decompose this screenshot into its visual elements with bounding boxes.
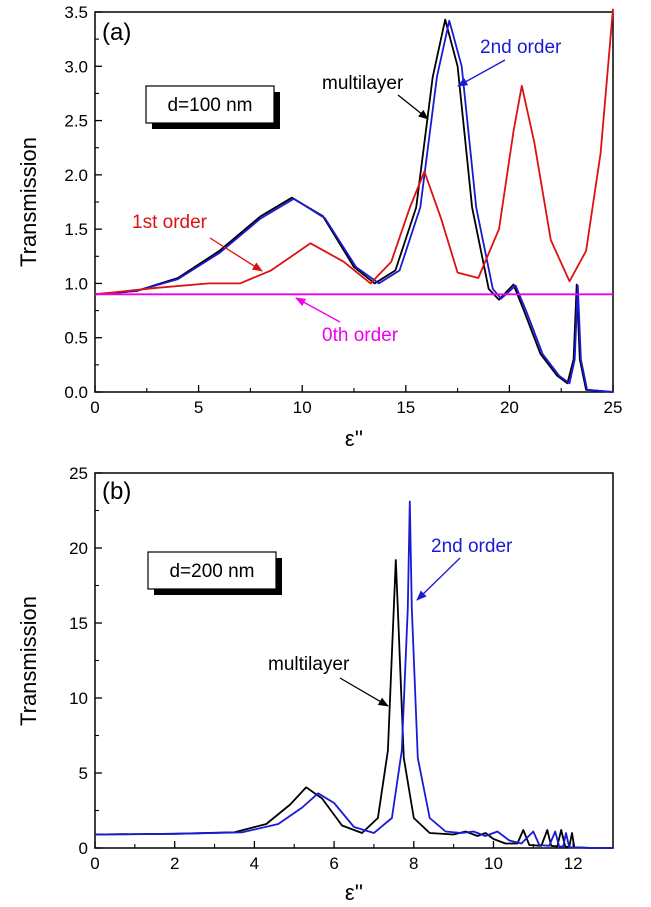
x-tick-label-a: 5 [194, 398, 203, 417]
x-tick-label-b: 0 [90, 854, 99, 873]
series-line-1st-order-a [94, 8, 614, 296]
x-tick-label-b: 12 [564, 854, 583, 873]
x-tick-label-b: 8 [409, 854, 418, 873]
y-tick-label-a: 3.5 [64, 3, 88, 22]
x-tick-label-b: 2 [170, 854, 179, 873]
y-tick-label-b: 15 [69, 614, 88, 633]
y-tick-label-a: 2.0 [64, 166, 88, 185]
box-label-frame-a [145, 85, 275, 124]
y-tick-label-a: 1.0 [64, 274, 88, 293]
annotation-2nd-order-b: 2nd order [431, 536, 513, 557]
series-line-multilayer-a [94, 18, 614, 393]
arrow-0th-order-a [295, 297, 341, 323]
box-label-a: d=100 nm [167, 95, 252, 116]
annotation-multilayer-b: multilayer [268, 654, 350, 675]
panel-a: 0 5 10 15 20 25 0.0 0.5 1.0 1.5 2.0 2.5 3.0 3.5 (a) T… [16, 3, 622, 451]
box-label-b: d=200 nm [169, 561, 254, 582]
box-label-frame-b [147, 551, 277, 590]
series-lines-b [94, 500, 613, 849]
y-axis-label-b: Transmission [16, 596, 41, 726]
y-tick-label-a: 3.0 [64, 57, 88, 76]
series-line-2nd-order-a [94, 19, 614, 393]
x-axis-label-a: ε'' [345, 426, 363, 451]
y-tick-label-b: 0 [79, 839, 88, 858]
y-tick-label-a: 1.5 [64, 220, 88, 239]
y-tick-label-a: 2.5 [64, 112, 88, 131]
y-tick-label-b: 25 [69, 464, 88, 483]
series-lines-a [94, 8, 614, 393]
y-tick-label-a: 0.5 [64, 329, 88, 348]
x-tick-label-a: 10 [293, 398, 312, 417]
axis-ticks-b: 0 2 4 6 8 10 12 0 5 10 15 20 25 [69, 464, 583, 873]
x-axis-label-b: ε'' [345, 880, 363, 905]
x-tick-label-b: 10 [484, 854, 503, 873]
axis-ticks-a: 0 5 10 15 20 25 0.0 0.5 1.0 1.5 2.0 2.5 3.0 3.5 [64, 3, 622, 417]
arrow-2nd-order-b [416, 557, 461, 601]
y-tick-label-b: 10 [69, 689, 88, 708]
x-tick-label-a: 0 [90, 398, 99, 417]
series-line-multilayer-b [94, 559, 613, 849]
annotation-2nd-order-a: 2nd order [480, 37, 562, 58]
y-axis-label-a: Transmission [16, 137, 41, 267]
y-tick-label-b: 5 [79, 764, 88, 783]
x-tick-label-b: 4 [250, 854, 259, 873]
x-tick-label-b: 6 [329, 854, 338, 873]
panel-label-b: (b) [102, 478, 131, 505]
y-tick-label-b: 20 [69, 539, 88, 558]
series-line-2nd-order-b [94, 500, 613, 849]
annotation-0th-order-a: 0th order [322, 325, 399, 346]
arrow-1st-order-a [209, 237, 263, 272]
arrow-multilayer-a [397, 94, 429, 120]
x-tick-label-a: 25 [604, 398, 623, 417]
y-tick-label-a: 0.0 [64, 383, 88, 402]
panel-b: 0 2 4 6 8 10 12 0 5 10 15 20 25 (b) Transmission ε''… [16, 464, 614, 905]
annotation-multilayer-a: multilayer [322, 73, 404, 94]
panel-label-a: (a) [102, 19, 131, 46]
x-tick-label-a: 20 [500, 398, 519, 417]
plot-area-b [94, 472, 614, 849]
arrow-2nd-order-a [457, 59, 506, 87]
arrow-multilayer-b [339, 677, 389, 707]
x-tick-label-a: 15 [396, 398, 415, 417]
annotation-1st-order-a: 1st order [132, 212, 208, 233]
